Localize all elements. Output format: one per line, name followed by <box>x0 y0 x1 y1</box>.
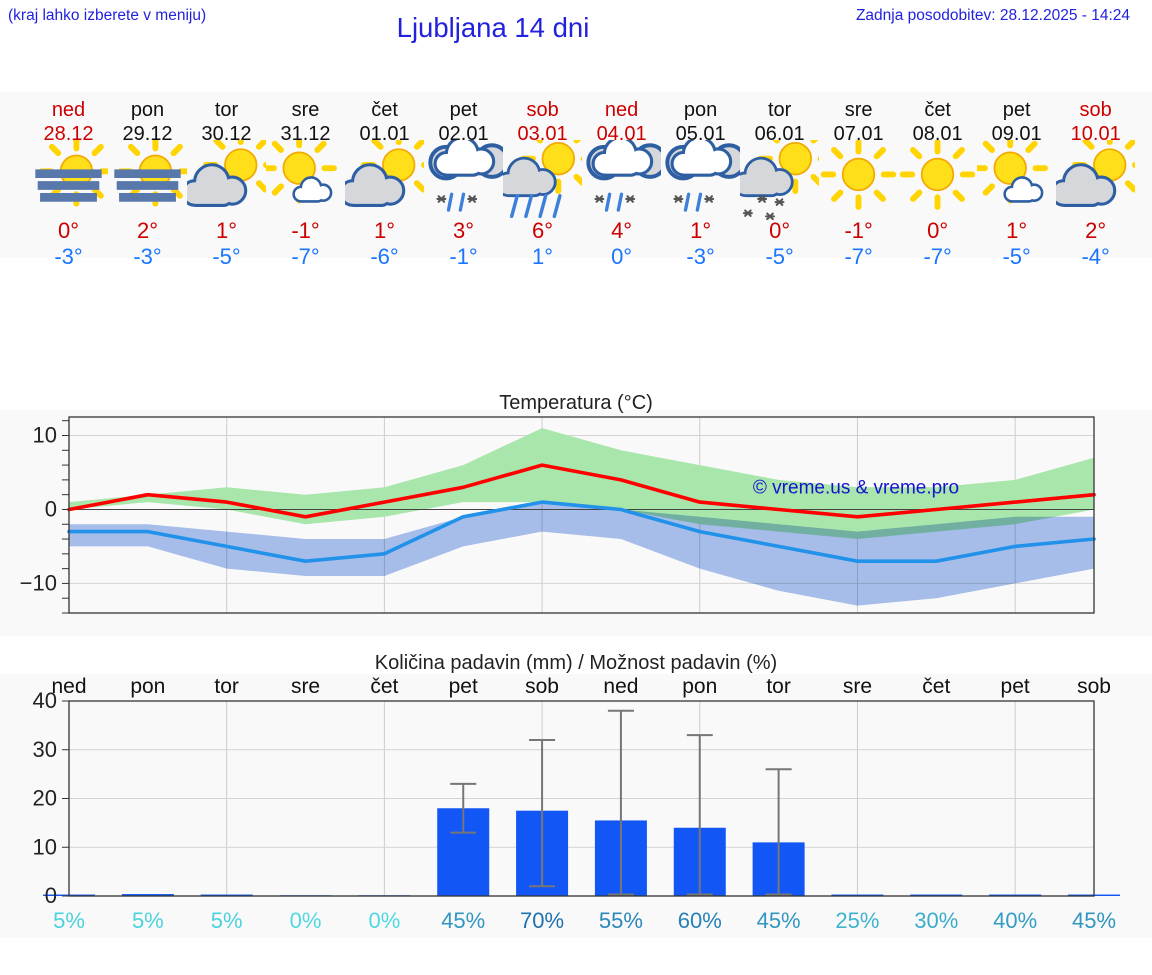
svg-text:10: 10 <box>33 834 57 859</box>
svg-text:−10: −10 <box>20 570 57 595</box>
svg-text:0: 0 <box>45 883 57 908</box>
svg-text:10: 10 <box>33 422 57 447</box>
svg-text:© vreme.us & vreme.pro: © vreme.us & vreme.pro <box>753 477 959 498</box>
svg-text:30: 30 <box>33 737 57 762</box>
svg-text:20: 20 <box>33 786 57 811</box>
svg-text:0: 0 <box>45 496 57 521</box>
